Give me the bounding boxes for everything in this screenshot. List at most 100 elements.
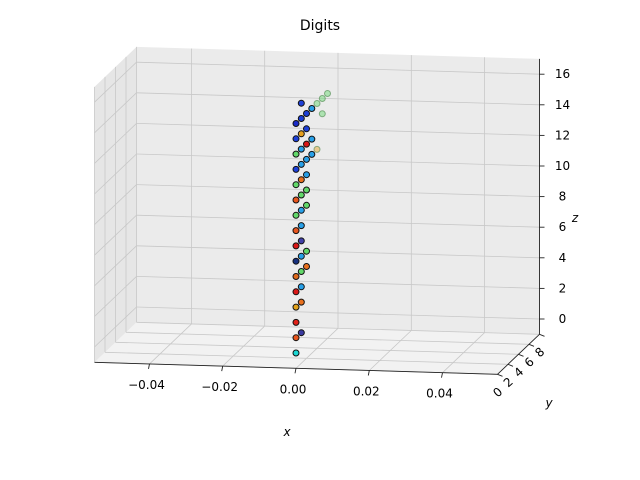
z-grid-left bbox=[94, 184, 137, 225]
scatter-point bbox=[297, 206, 305, 214]
scatter-point bbox=[297, 329, 305, 337]
y-grid-floor bbox=[115, 341, 519, 355]
z-grid-left bbox=[94, 276, 137, 317]
scatter-point bbox=[308, 105, 316, 112]
x-tick-label: 0.02 bbox=[353, 385, 380, 399]
y-tick bbox=[518, 353, 524, 357]
scatter-point bbox=[292, 135, 300, 143]
scatter-point bbox=[292, 211, 300, 219]
scatter-point bbox=[318, 95, 326, 102]
grid-lines bbox=[94, 46, 540, 375]
scatter-point bbox=[292, 242, 300, 250]
x-tick-label: 0.00 bbox=[280, 382, 307, 396]
y-grid-floor bbox=[136, 321, 540, 335]
z-grid-left bbox=[94, 306, 137, 348]
z-grid-left bbox=[94, 214, 137, 256]
scatter-point bbox=[297, 283, 305, 291]
scatter-point bbox=[313, 145, 321, 153]
z-tick-label: 2 bbox=[559, 281, 567, 295]
scatter-point bbox=[303, 201, 310, 209]
x-tick bbox=[148, 363, 150, 369]
scatter-point bbox=[303, 247, 310, 255]
scatter-point bbox=[318, 110, 326, 118]
z-grid-back bbox=[136, 214, 540, 228]
z-grid-back bbox=[136, 92, 540, 106]
scatter-point bbox=[308, 135, 316, 143]
x-tick bbox=[367, 370, 370, 376]
z-grid-left bbox=[94, 61, 137, 103]
y-tick bbox=[507, 363, 514, 367]
scatter-point bbox=[292, 150, 300, 158]
z-grid-back bbox=[136, 153, 540, 167]
scatter-point bbox=[292, 303, 300, 311]
scatter-point bbox=[297, 130, 305, 138]
y-tick-label: 2 bbox=[501, 375, 516, 391]
z-grid-back bbox=[136, 306, 540, 320]
chart-title: Digits bbox=[300, 18, 340, 34]
z-grid-back bbox=[136, 276, 540, 289]
x-tick bbox=[221, 366, 224, 372]
scatter-point bbox=[297, 191, 305, 199]
x-axis-label: x bbox=[282, 425, 291, 439]
scatter-point bbox=[308, 150, 316, 158]
scatter-point bbox=[303, 263, 310, 270]
scatter-point bbox=[303, 171, 310, 179]
z-tick-label: 16 bbox=[555, 67, 570, 81]
scatter-point bbox=[303, 186, 310, 194]
y-tick-label: 6 bbox=[522, 355, 537, 371]
z-grid-left bbox=[94, 92, 137, 134]
y-axis-label: y bbox=[544, 396, 553, 410]
z-tick-label: 4 bbox=[559, 251, 567, 265]
y-tick-label: 0 bbox=[490, 385, 505, 401]
scatter-point bbox=[297, 237, 305, 245]
axis-lines bbox=[94, 58, 545, 378]
x-tick-label: −0.04 bbox=[128, 378, 165, 392]
z-grid-back bbox=[136, 184, 540, 197]
x-tick-label: −0.02 bbox=[201, 380, 238, 394]
scatter-point bbox=[292, 181, 300, 189]
scatter-point bbox=[292, 196, 300, 204]
scatter-point bbox=[292, 257, 300, 265]
z-tick-label: 14 bbox=[555, 98, 570, 112]
z-axis-label: z bbox=[571, 211, 579, 225]
scatter-point bbox=[303, 110, 310, 117]
scatter-point bbox=[292, 288, 300, 296]
z-grid-back bbox=[136, 245, 540, 259]
y-grid-floor bbox=[104, 351, 509, 365]
scatter-point bbox=[313, 100, 321, 107]
scatter-point bbox=[324, 90, 331, 97]
z-tick-label: 12 bbox=[555, 128, 570, 142]
scatter-point bbox=[297, 176, 305, 184]
y-grid-floor bbox=[125, 331, 530, 345]
y-tick bbox=[497, 373, 503, 377]
z-grid-back bbox=[136, 61, 540, 75]
z-tick-label: 6 bbox=[559, 220, 567, 234]
y-tick bbox=[539, 333, 545, 337]
scatter-point bbox=[292, 120, 300, 127]
z-grid-left bbox=[94, 153, 137, 195]
z-tick-label: 10 bbox=[555, 159, 570, 173]
scatter-point bbox=[297, 160, 305, 168]
scatter-point bbox=[292, 227, 300, 235]
scatter-point bbox=[297, 145, 305, 153]
scatter-point bbox=[292, 273, 300, 280]
scatter-point bbox=[297, 115, 305, 122]
z-grid-left bbox=[94, 245, 137, 287]
y-tick-label: 8 bbox=[532, 345, 547, 361]
scatter-point bbox=[297, 298, 305, 306]
x-tick bbox=[441, 372, 443, 378]
scatter-point bbox=[303, 125, 310, 133]
y-tick bbox=[528, 343, 535, 347]
scatter-point bbox=[292, 318, 300, 326]
scatter-point bbox=[292, 165, 300, 173]
x-tick bbox=[294, 368, 297, 374]
scatter-point bbox=[292, 334, 300, 342]
x-tick-label: 0.04 bbox=[426, 387, 453, 401]
z-grid-back bbox=[136, 123, 540, 136]
z-grid-left bbox=[94, 123, 137, 164]
y-tick-label: 4 bbox=[511, 365, 526, 381]
scatter-point bbox=[297, 99, 305, 107]
scatter-points bbox=[292, 90, 331, 357]
scatter-point bbox=[303, 140, 310, 148]
